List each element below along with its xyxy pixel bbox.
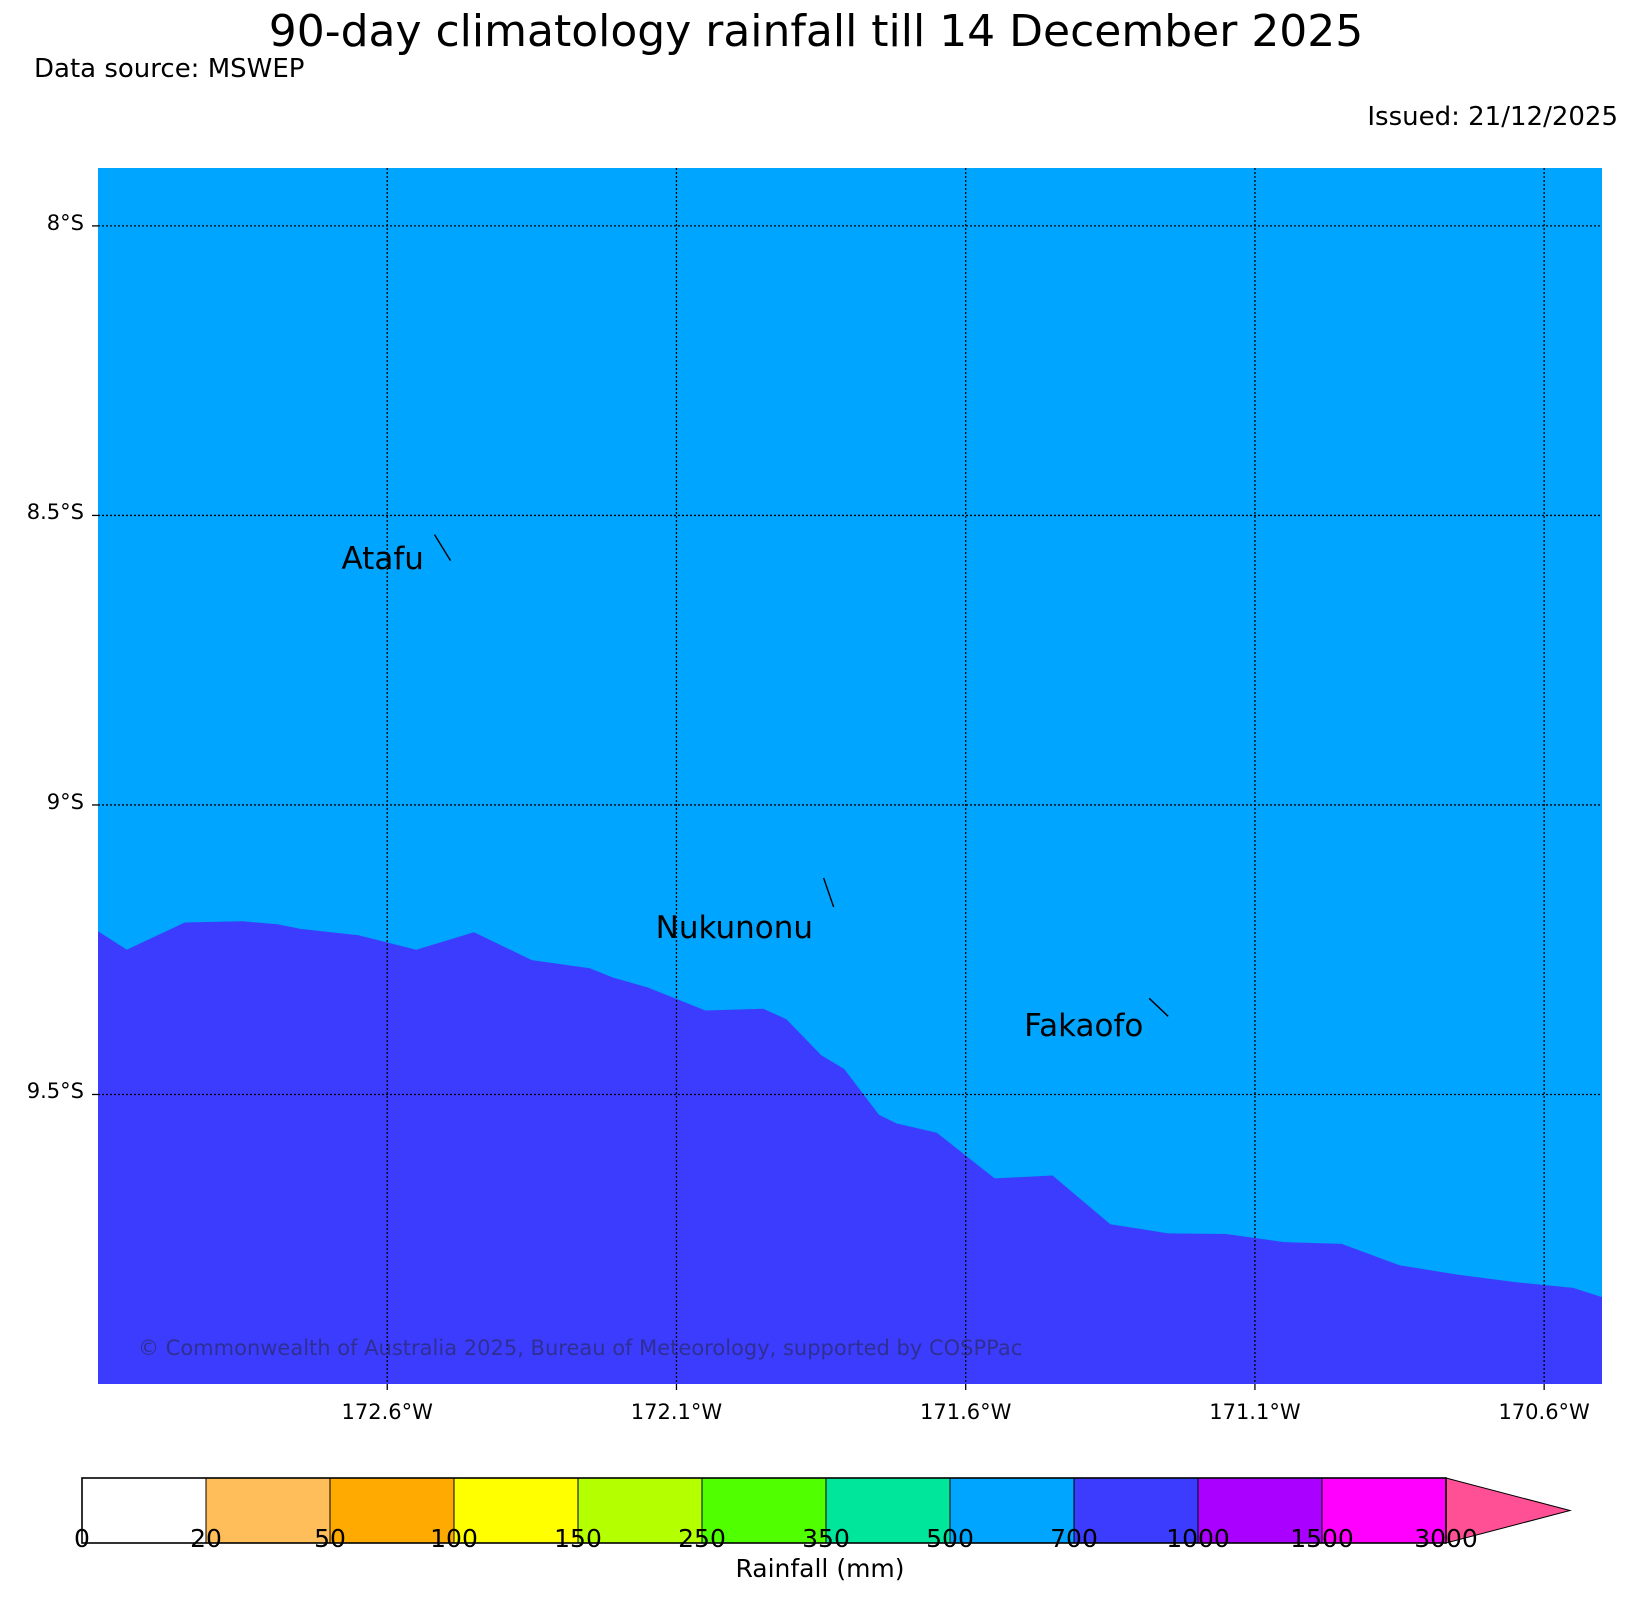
colorbar-tick-label: 100 xyxy=(430,1524,478,1553)
lon-tick-label: 170.6°W xyxy=(1498,1400,1590,1424)
chart-title: 90-day climatology rainfall till 14 Dece… xyxy=(268,6,1364,57)
colorbar-tick-label: 1000 xyxy=(1166,1524,1230,1553)
data-source: Data source: MSWEP xyxy=(34,54,305,84)
lat-tick-label: 9°S xyxy=(46,789,84,814)
lon-tick-label: 171.6°W xyxy=(919,1400,1012,1424)
island-label-fakaofo: Fakaofo xyxy=(1024,1008,1144,1045)
lat-tick-label: 8°S xyxy=(46,210,84,235)
island-atafu-outline xyxy=(433,534,452,561)
colorbar-tick-label: 350 xyxy=(802,1524,850,1553)
colorbar-tick-label: 700 xyxy=(1050,1524,1098,1553)
colorbar-tick-label: 1500 xyxy=(1290,1524,1354,1553)
lat-tick-label: 8.5°S xyxy=(26,500,84,525)
lat-tick-label: 9.5°S xyxy=(26,1079,84,1104)
colorbar-title: Rainfall (mm) xyxy=(735,1554,905,1583)
colorbar-tick-label: 150 xyxy=(554,1524,602,1553)
lon-tick-label: 172.6°W xyxy=(341,1400,433,1424)
rainfall-700-1000-area xyxy=(98,921,1602,1384)
island-label-atafu: Atafu xyxy=(341,540,424,577)
issued-date: Issued: 21/12/2025 xyxy=(1367,102,1618,132)
island-nukunonu-outline xyxy=(822,877,835,908)
colorbar-tick-label: 3000 xyxy=(1414,1524,1478,1553)
colorbar-tick-label: 50 xyxy=(314,1524,346,1553)
lon-tick-label: 172.1°W xyxy=(630,1400,723,1424)
island-fakaofo-outline xyxy=(1148,997,1169,1017)
island-label-nukunonu: Nukunonu xyxy=(655,910,814,947)
colorbar-tick-label: 250 xyxy=(678,1524,726,1553)
colorbar-tick-label: 500 xyxy=(926,1524,974,1553)
copyright-notice: © Commonwealth of Australia 2025, Bureau… xyxy=(138,1336,1023,1360)
colorbar-tick-label: 20 xyxy=(190,1524,222,1553)
lon-tick-label: 171.1°W xyxy=(1209,1400,1301,1424)
colorbar-tick-label: 0 xyxy=(74,1524,90,1553)
